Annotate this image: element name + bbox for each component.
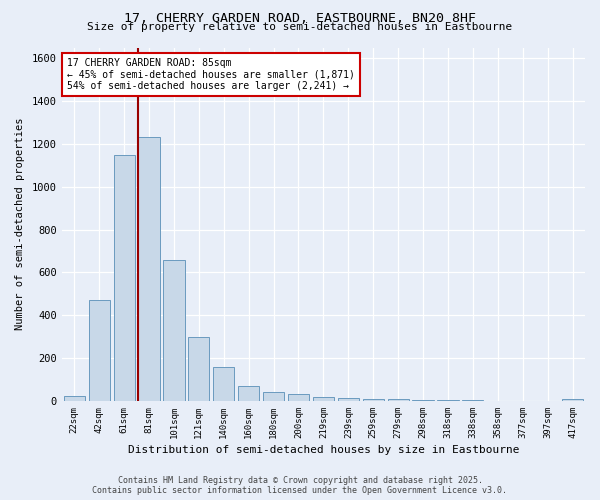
X-axis label: Distribution of semi-detached houses by size in Eastbourne: Distribution of semi-detached houses by … — [128, 445, 519, 455]
Bar — [89, 300, 110, 401]
Bar — [362, 399, 384, 401]
Bar — [388, 399, 409, 401]
Bar — [462, 400, 484, 401]
Bar — [64, 396, 85, 401]
Bar — [412, 400, 434, 401]
Text: Size of property relative to semi-detached houses in Eastbourne: Size of property relative to semi-detach… — [88, 22, 512, 32]
Text: 17 CHERRY GARDEN ROAD: 85sqm
← 45% of semi-detached houses are smaller (1,871)
5: 17 CHERRY GARDEN ROAD: 85sqm ← 45% of se… — [67, 58, 355, 92]
Bar — [163, 260, 185, 401]
Bar — [238, 386, 259, 401]
Bar — [213, 367, 235, 401]
Bar — [562, 399, 583, 401]
Bar — [139, 138, 160, 401]
Bar — [263, 392, 284, 401]
Y-axis label: Number of semi-detached properties: Number of semi-detached properties — [15, 118, 25, 330]
Bar — [437, 400, 458, 401]
Bar — [113, 154, 134, 401]
Text: Contains HM Land Registry data © Crown copyright and database right 2025.
Contai: Contains HM Land Registry data © Crown c… — [92, 476, 508, 495]
Text: 17, CHERRY GARDEN ROAD, EASTBOURNE, BN20 8HF: 17, CHERRY GARDEN ROAD, EASTBOURNE, BN20… — [124, 12, 476, 26]
Bar — [188, 336, 209, 401]
Bar — [288, 394, 309, 401]
Bar — [313, 397, 334, 401]
Bar — [338, 398, 359, 401]
